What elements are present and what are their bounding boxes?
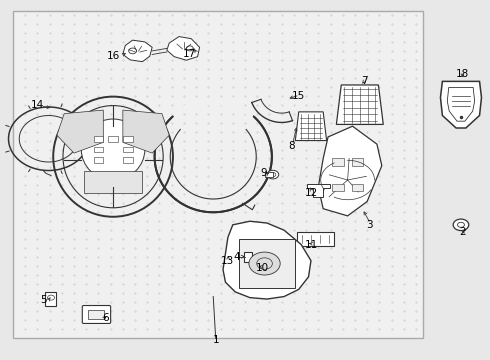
Text: 2: 2	[459, 227, 466, 237]
Polygon shape	[295, 112, 327, 140]
Polygon shape	[57, 110, 103, 153]
Text: 15: 15	[292, 91, 305, 101]
FancyBboxPatch shape	[332, 184, 343, 191]
Text: 17: 17	[183, 49, 196, 59]
FancyBboxPatch shape	[240, 262, 258, 273]
Polygon shape	[223, 221, 311, 299]
FancyBboxPatch shape	[123, 147, 133, 152]
Ellipse shape	[81, 119, 145, 180]
FancyBboxPatch shape	[265, 172, 273, 177]
FancyBboxPatch shape	[123, 136, 133, 141]
FancyBboxPatch shape	[82, 306, 111, 323]
FancyBboxPatch shape	[94, 157, 103, 163]
FancyBboxPatch shape	[123, 157, 133, 163]
Polygon shape	[307, 184, 330, 197]
Circle shape	[267, 170, 279, 179]
Polygon shape	[167, 37, 199, 60]
Text: 11: 11	[304, 239, 318, 249]
FancyBboxPatch shape	[244, 252, 252, 262]
FancyBboxPatch shape	[45, 292, 56, 306]
Text: 1: 1	[212, 334, 219, 345]
Circle shape	[249, 252, 280, 275]
Polygon shape	[84, 171, 143, 193]
Text: 4: 4	[234, 252, 240, 262]
FancyBboxPatch shape	[332, 158, 343, 166]
Text: 5: 5	[41, 295, 47, 305]
Polygon shape	[336, 85, 383, 125]
FancyBboxPatch shape	[13, 12, 423, 338]
Polygon shape	[123, 40, 152, 62]
Polygon shape	[441, 81, 482, 128]
Text: 8: 8	[288, 141, 294, 151]
Text: 14: 14	[31, 100, 44, 110]
Polygon shape	[123, 110, 169, 153]
FancyBboxPatch shape	[351, 184, 363, 191]
Text: 16: 16	[107, 51, 121, 61]
Text: 18: 18	[456, 69, 469, 79]
Text: 12: 12	[304, 188, 318, 198]
FancyBboxPatch shape	[88, 310, 104, 319]
Text: 9: 9	[260, 168, 267, 178]
Text: 7: 7	[362, 76, 368, 86]
FancyBboxPatch shape	[94, 136, 103, 141]
Text: 6: 6	[102, 313, 109, 323]
Polygon shape	[318, 126, 382, 216]
Text: 10: 10	[256, 263, 269, 273]
Text: 13: 13	[221, 256, 235, 266]
FancyBboxPatch shape	[351, 158, 363, 166]
Text: 3: 3	[367, 220, 373, 230]
Circle shape	[453, 219, 469, 230]
FancyBboxPatch shape	[239, 239, 295, 288]
FancyBboxPatch shape	[108, 136, 118, 141]
FancyBboxPatch shape	[297, 232, 334, 246]
FancyBboxPatch shape	[94, 147, 103, 152]
